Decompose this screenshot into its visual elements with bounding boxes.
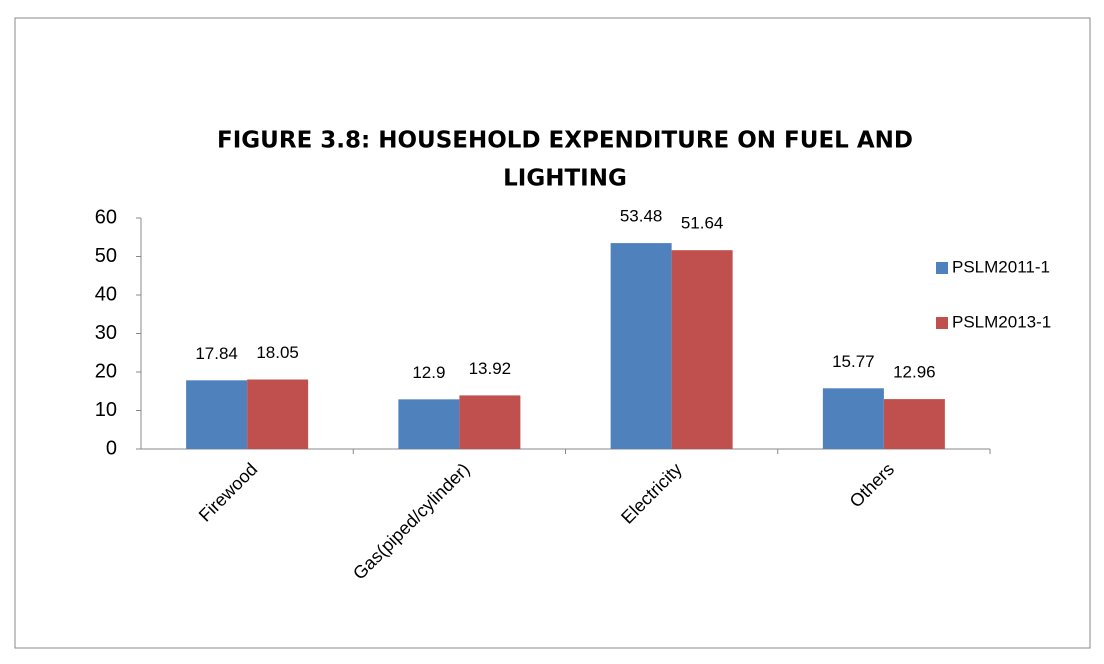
bar [398,399,460,449]
chart-title: FIGURE 3.8: HOUSEHOLD EXPENDITURE ON FUE… [217,128,913,154]
y-tick-label: 50 [95,245,117,267]
value-label: 51.64 [681,214,724,233]
legend-swatch [936,317,948,329]
y-tick-label: 30 [95,322,117,344]
legend-label: PSLM2011-1 [952,257,1050,276]
bar [247,379,309,449]
value-label: 18.05 [256,343,299,362]
value-label: 15.77 [832,352,875,371]
bar [671,250,733,449]
value-label: 53.48 [620,207,663,226]
value-label: 12.96 [893,363,936,382]
bar [883,399,945,449]
bar [822,388,884,449]
bar [459,395,521,449]
bar [610,243,672,449]
value-label: 13.92 [469,359,512,378]
y-tick-label: 60 [95,206,117,228]
y-tick-label: 20 [95,360,117,382]
chart-title: LIGHTING [503,166,627,192]
value-label: 17.84 [195,344,238,363]
legend-label: PSLM2013-1 [952,312,1051,331]
value-label: 12.9 [412,363,445,382]
y-tick-label: 40 [95,283,117,305]
chart-border [14,17,1091,649]
y-tick-label: 10 [95,399,117,421]
bar [186,380,248,449]
y-tick-label: 0 [106,437,117,459]
legend-swatch [936,262,948,274]
